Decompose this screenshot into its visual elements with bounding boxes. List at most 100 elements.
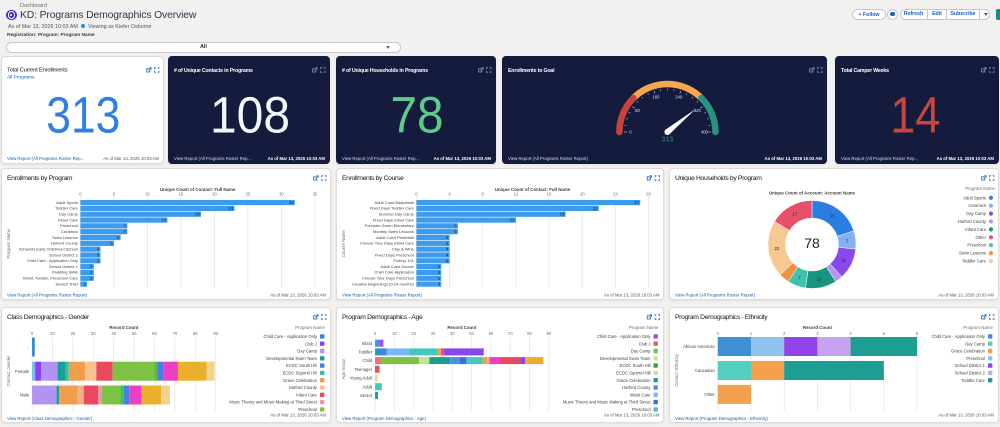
svg-text:Pottery 101: Pottery 101 (393, 258, 414, 263)
svg-text:60: 60 (152, 331, 157, 336)
svg-text:23: 23 (228, 206, 233, 211)
svg-text:Music Theory and Music Making: Music Theory and Music Making at Third S… (562, 400, 650, 405)
svg-text:78: 78 (391, 87, 444, 144)
svg-text:12: 12 (841, 258, 846, 263)
svg-text:Unique Count of Account: Accou: Unique Count of Account: Account Name (769, 191, 856, 196)
svg-text:Child Care - Application Only: Child Care - Application Only (931, 334, 985, 339)
svg-text:Preschool: Preschool (631, 407, 650, 412)
svg-text:Creative Beginnings (0-24 mont: Creative Beginnings (0-24 months) (352, 281, 414, 286)
svg-text:15: 15 (179, 192, 184, 197)
svg-text:Unique Count of Contact: Full: Unique Count of Contact: Full Name (494, 187, 570, 192)
svg-text:ECDC Squirrel Hill: ECDC Squirrel Hill (616, 371, 651, 376)
svg-text:Program Name: Program Name (628, 325, 658, 330)
svg-text:Young Adult: Young Adult (349, 376, 372, 381)
svg-text:School District 1: School District 1 (955, 363, 986, 368)
svg-text:90: 90 (546, 331, 551, 336)
svg-text:Grace Celebration: Grace Celebration (283, 378, 318, 383)
svg-text:10: 10 (392, 331, 397, 336)
svg-text:50: 50 (469, 331, 474, 336)
svg-text:Other: Other (704, 392, 715, 397)
svg-text:2: 2 (783, 331, 786, 336)
svg-text:Toddler Care: Toddler Care (961, 378, 986, 383)
svg-text:View Report (All Programs Rost: View Report (All Programs Roster Rep... (841, 156, 918, 161)
svg-text:Course Name: Course Name (341, 230, 346, 258)
svg-text:Summer Day Camp: Summer Day Camp (378, 212, 414, 217)
svg-text:10: 10 (145, 192, 150, 197)
svg-text:4: 4 (445, 235, 448, 240)
svg-text:14: 14 (890, 87, 940, 144)
svg-text:As of Mar 13, 2026 10:03 AM: As of Mar 13, 2026 10:03 AM (937, 156, 995, 161)
svg-text:As of Mar 13, 2026 10:03 AM: As of Mar 13, 2026 10:03 AM (270, 293, 326, 298)
svg-text:Adult Coed Basketball: Adult Coed Basketball (374, 200, 413, 205)
svg-text:2: 2 (90, 264, 93, 269)
svg-text:4: 4 (445, 258, 448, 263)
svg-text:Adult Coed Pickleball: Adult Coed Pickleball (376, 235, 414, 240)
svg-text:22: 22 (592, 206, 597, 211)
svg-text:Enrollments by Course: Enrollments by Course (342, 175, 404, 182)
svg-text:35: 35 (313, 192, 318, 197)
svg-text:12: 12 (513, 192, 518, 197)
svg-text:Harford County: Harford County (622, 385, 651, 390)
svg-text:24: 24 (613, 192, 618, 197)
svg-text:View Report (All Programs Rost: View Report (All Programs Roster Report) (342, 293, 422, 298)
svg-text:Schwartz Early Childhood Schoo: Schwartz Early Childhood School (19, 246, 78, 251)
svg-text:90: 90 (213, 331, 218, 336)
svg-text:As of Mar 13, 2026 10:03 AM: As of Mar 13, 2026 10:03 AM (103, 156, 159, 161)
svg-text:Fixed Days Toddler Care: Fixed Days Toddler Care (369, 206, 414, 211)
svg-text:3: 3 (97, 252, 100, 257)
svg-text:Day Camp: Day Camp (630, 349, 650, 354)
svg-text:View Report (All Programs Rost: View Report (All Programs Roster Report) (675, 293, 755, 298)
svg-text:0: 0 (717, 331, 720, 336)
svg-text:# of Unique Households in Prog: # of Unique Households in Programs (342, 68, 428, 74)
svg-text:12: 12 (509, 218, 514, 223)
svg-text:Harford County: Harford County (958, 219, 987, 224)
svg-text:20: 20 (212, 192, 217, 197)
svg-text:Adult: Adult (362, 384, 372, 389)
svg-text:60: 60 (488, 331, 493, 336)
svg-text:Music Theory and Music Making: Music Theory and Music Making at Third S… (229, 400, 317, 405)
svg-text:70: 70 (507, 331, 512, 336)
svg-text:View Report (Program Demograph: View Report (Program Demographics - Ethn… (675, 416, 768, 421)
svg-text:0: 0 (31, 331, 34, 336)
svg-text:Day Camp: Day Camp (59, 212, 79, 217)
svg-text:As of Mar 13, 2026 10:03 AM: As of Mar 13, 2026 10:03 AM (434, 156, 492, 161)
svg-text:View Report (All Programs Rost: View Report (All Programs Roster Rep... (7, 156, 84, 161)
svg-text:Preschool: Preschool (966, 356, 985, 361)
svg-text:Total Camper Weeks: Total Camper Weeks (841, 68, 889, 74)
svg-text:7: 7 (124, 229, 127, 234)
svg-text:-: - (28, 345, 30, 350)
svg-text:Senior: Senior (359, 393, 372, 398)
svg-text:2: 2 (90, 276, 93, 281)
svg-text:School District 1: School District 1 (49, 264, 79, 269)
svg-text:Day Camp: Day Camp (297, 349, 317, 354)
svg-text:4: 4 (445, 241, 448, 246)
svg-text:Class Demographics - Gender: Class Demographics - Gender (7, 314, 90, 321)
svg-text:5: 5 (883, 331, 886, 336)
svg-text:18: 18 (195, 212, 200, 217)
svg-text:3: 3 (97, 247, 100, 252)
svg-text:5: 5 (454, 229, 457, 234)
svg-text:All Programs: All Programs (7, 75, 35, 81)
svg-text:Contact: Gender: Contact: Gender (6, 355, 11, 386)
svg-text:Club J: Club J (638, 341, 650, 346)
svg-text:Caucasian: Caucasian (695, 368, 715, 373)
svg-text:4: 4 (445, 247, 448, 252)
svg-text:40: 40 (111, 331, 116, 336)
svg-text:School District 2: School District 2 (49, 252, 79, 257)
svg-text:Record Count: Record Count (109, 325, 139, 330)
svg-text:Ceramics: Ceramics (968, 203, 986, 208)
svg-text:7: 7 (846, 238, 849, 243)
svg-text:Infant Care: Infant Care (965, 227, 986, 232)
svg-text:View Report (All Programs Rost: View Report (All Programs Roster Report) (7, 293, 87, 298)
svg-text:ECDC Squirrel Hill: ECDC Squirrel Hill (283, 371, 318, 376)
svg-text:As of Mar 13, 2026 10:03 AM: As of Mar 13, 2026 10:03 AM (603, 293, 659, 298)
svg-text:313: 313 (662, 137, 674, 144)
svg-text:Enrollments to Goal: Enrollments to Goal (508, 68, 555, 74)
svg-text:African American: African American (683, 344, 715, 349)
svg-text:12: 12 (817, 277, 822, 282)
svg-text:Grace Celebration: Grace Celebration (951, 349, 986, 354)
svg-text:80: 80 (635, 108, 640, 113)
svg-text:Harford County: Harford County (51, 241, 78, 246)
svg-text:Infant Care: Infant Care (296, 392, 317, 397)
svg-text:Record Count: Record Count (803, 325, 833, 330)
